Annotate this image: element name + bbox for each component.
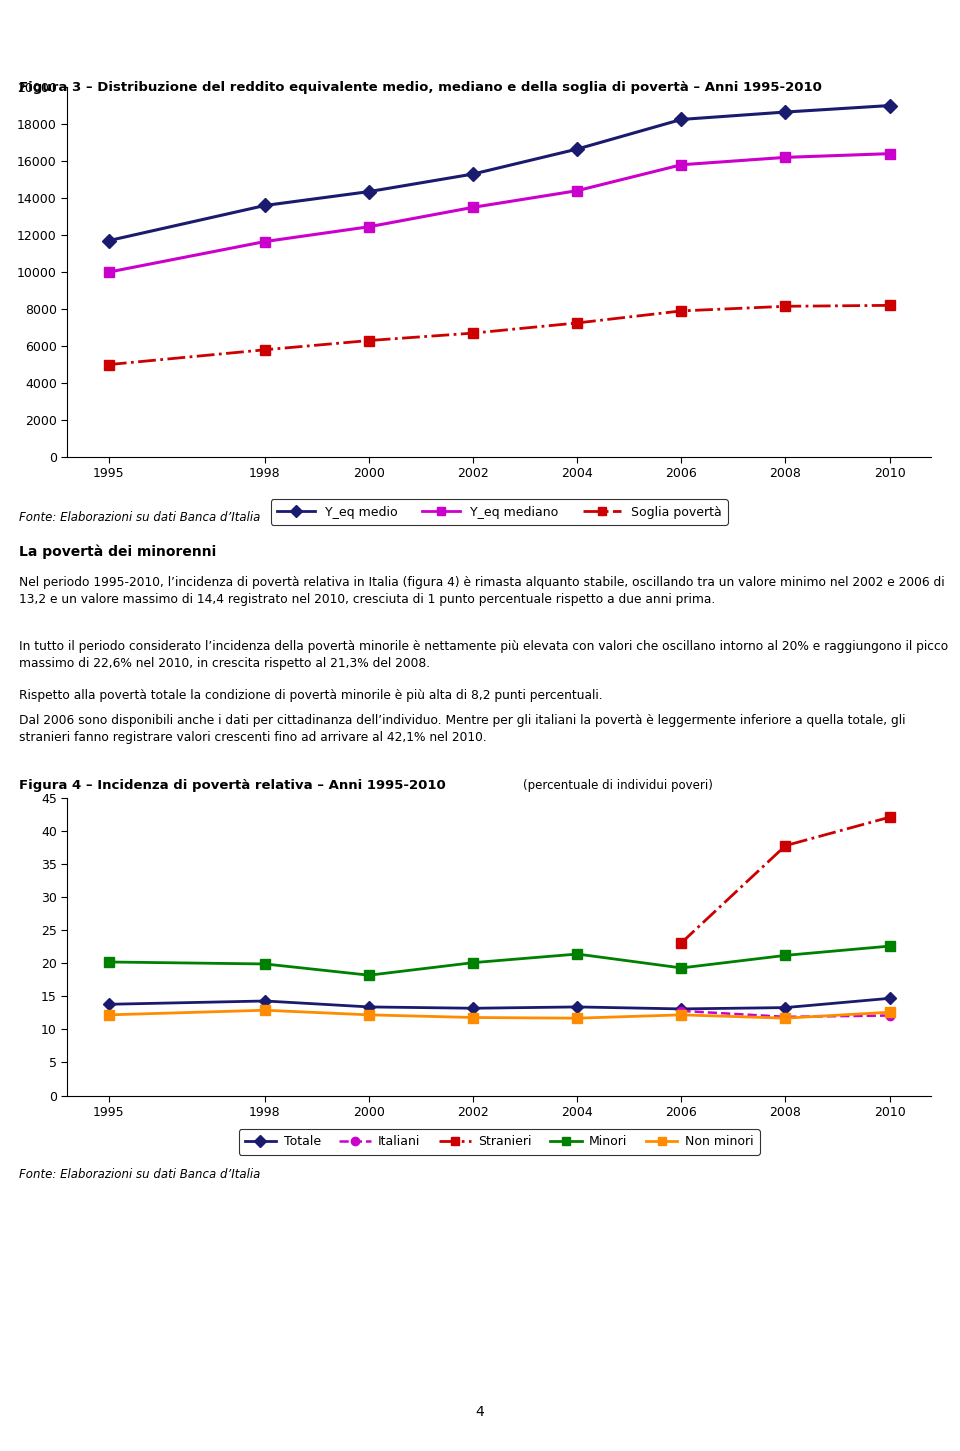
Text: Figura 4 – Incidenza di povertà relativa – Anni 1995-2010: Figura 4 – Incidenza di povertà relativa… bbox=[19, 779, 450, 792]
Text: Nel periodo 1995-2010, l’incidenza di povertà relativa in Italia (figura 4) è ri: Nel periodo 1995-2010, l’incidenza di po… bbox=[19, 576, 945, 607]
Text: Fonte: Elaborazioni su dati Banca d’Italia: Fonte: Elaborazioni su dati Banca d’Ital… bbox=[19, 511, 260, 524]
Text: Figura 3 – Distribuzione del reddito equivalente medio, mediano e della soglia d: Figura 3 – Distribuzione del reddito equ… bbox=[19, 81, 822, 94]
Text: 4: 4 bbox=[475, 1405, 485, 1419]
Text: In tutto il periodo considerato l’incidenza della povertà minorile è nettamente : In tutto il periodo considerato l’incide… bbox=[19, 640, 948, 670]
Text: La povertà dei minorenni: La povertà dei minorenni bbox=[19, 544, 216, 559]
Text: (percentuale di individui poveri): (percentuale di individui poveri) bbox=[523, 779, 713, 792]
Text: Dal 2006 sono disponibili anche i dati per cittadinanza dell’individuo. Mentre p: Dal 2006 sono disponibili anche i dati p… bbox=[19, 714, 905, 744]
Text: Fonte: Elaborazioni su dati Banca d’Italia: Fonte: Elaborazioni su dati Banca d’Ital… bbox=[19, 1168, 260, 1181]
Legend: Totale, Italiani, Stranieri, Minori, Non minori: Totale, Italiani, Stranieri, Minori, Non… bbox=[239, 1129, 759, 1155]
Legend: Y_eq medio, Y_eq mediano, Soglia povertà: Y_eq medio, Y_eq mediano, Soglia povertà bbox=[271, 499, 728, 525]
Text: Rispetto alla povertà totale la condizione di povertà minorile è più alta di 8,2: Rispetto alla povertà totale la condizio… bbox=[19, 689, 603, 702]
